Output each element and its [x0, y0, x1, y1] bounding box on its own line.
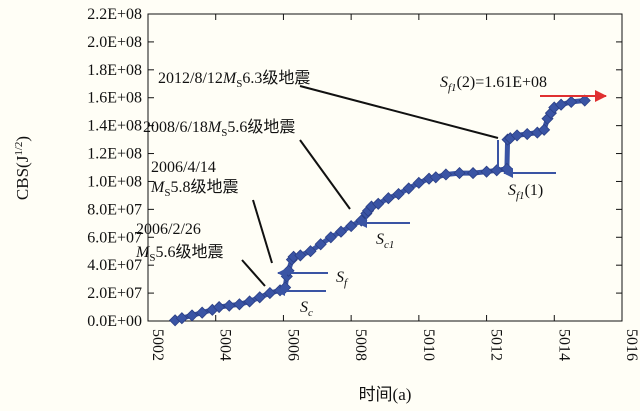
data-point [263, 287, 276, 300]
y-tick-label: 1.4E+08 [87, 118, 142, 135]
annotation-arrows [275, 90, 607, 296]
y-axis-title-close: ) [13, 136, 32, 142]
leader-2006-02 [241, 259, 266, 287]
annotation-sf1-1: Sf1(1) [508, 182, 543, 202]
tick-labels: 5002 5004 5006 5008 5010 5012 5014 50160.0E+002… [87, 6, 640, 361]
data-point [334, 225, 348, 238]
plot-frame [147, 13, 623, 322]
y-tick-label: 4.0E+07 [87, 257, 142, 274]
y-tick-label: 2.0E+07 [87, 285, 142, 302]
x-tick-label: 5010 [420, 329, 437, 361]
data-point [538, 123, 551, 136]
annotation-2006-02-date: 2006/2/26 [136, 221, 201, 238]
y-axis-title-sup: 1/2 [13, 142, 25, 156]
y-axis-title-main: CBS(J [13, 155, 32, 200]
annotations: 2012/8/12MS6.3级地震 2008/6/18MS5.6级地震 2006… [135, 69, 547, 319]
data-point [253, 291, 266, 304]
leader-2006-04 [252, 199, 273, 264]
annotation-2006-04-date: 2006/4/14 [151, 159, 216, 176]
y-tick-label: 6.0E+07 [87, 229, 142, 246]
y-tick-label: 1.8E+08 [87, 62, 142, 79]
data-point [429, 171, 442, 184]
data-point [565, 95, 578, 108]
annotation-leaders [241, 85, 499, 287]
x-tick-label: 5014 [555, 329, 572, 361]
annotation-2008-eq: 2008/6/18MS5.6级地震 [143, 118, 295, 139]
x-tick-label: 5016 [623, 329, 640, 361]
y-tick-label: 1.0E+08 [87, 173, 142, 190]
data-point [175, 312, 188, 325]
data-point [554, 98, 568, 111]
leader-2008 [299, 139, 351, 210]
data-point [466, 167, 480, 180]
data-point [233, 298, 246, 311]
data-point [453, 167, 466, 180]
series-points [169, 94, 591, 327]
data-point [314, 238, 327, 251]
annotation-2006-02-eq: MS5.6级地震 [135, 243, 223, 264]
annotation-sc1: Sc1 [376, 231, 394, 251]
y-tick-label: 1.6E+08 [87, 90, 142, 107]
data-point [345, 220, 358, 233]
data-point [490, 164, 503, 177]
y-tick-label: 0.0E+00 [87, 313, 142, 330]
data-point [223, 299, 236, 312]
annotation-sf1-2: Sf1(2)=1.61E+08 [440, 74, 547, 94]
data-point [521, 127, 534, 141]
data-point [294, 249, 307, 262]
data-point [402, 182, 415, 195]
annotation-sf: Sf [336, 269, 349, 289]
x-tick-label: 5002 [149, 329, 166, 361]
data-point [382, 192, 395, 205]
annotation-2012-eq: 2012/8/12MS6.3级地震 [158, 69, 310, 90]
data-point [196, 306, 209, 319]
data-point [480, 165, 493, 178]
x-axis-title: 时间(a) [359, 385, 412, 404]
x-tick-label: 5008 [352, 329, 369, 361]
data-point [439, 168, 453, 181]
data-point [412, 176, 425, 189]
y-axis-title: CBS(J1/2) [13, 136, 32, 200]
data-point [510, 129, 524, 142]
tick-marks [147, 13, 623, 322]
leader-2012 [299, 85, 499, 139]
data-point [185, 309, 199, 322]
data-point [392, 187, 405, 201]
annotation-sc: Sc [300, 299, 313, 319]
y-tick-label: 8.0E+07 [87, 201, 142, 218]
data-point [578, 94, 591, 107]
data-point [324, 231, 337, 244]
data-point [243, 295, 256, 308]
y-tick-label: 2.2E+08 [87, 6, 142, 23]
data-point [304, 245, 317, 258]
x-tick-label: 5006 [284, 329, 301, 361]
data-point [372, 197, 385, 210]
y-tick-label: 1.2E+08 [87, 146, 142, 163]
axes [147, 13, 623, 322]
data-point [213, 300, 226, 314]
y-tick-label: 2.0E+08 [87, 34, 142, 51]
x-tick-label: 5004 [217, 329, 234, 361]
x-tick-label: 5012 [488, 329, 505, 361]
annotation-2006-04-eq: MS5.8级地震 [150, 178, 238, 199]
